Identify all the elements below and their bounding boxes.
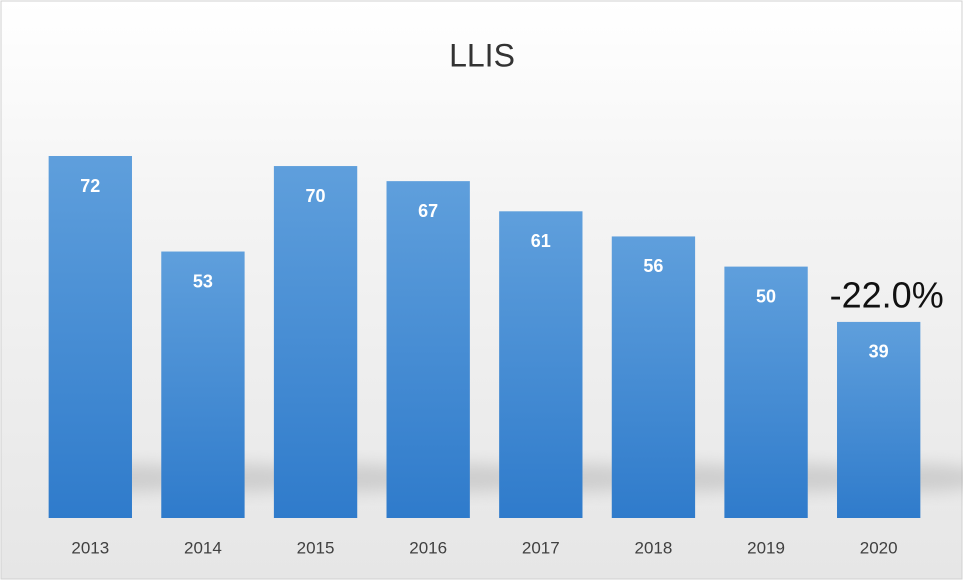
- x-tick-label: 2018: [635, 538, 673, 557]
- x-tick-label: 2014: [184, 538, 222, 557]
- annotation: -22.0%: [830, 274, 944, 315]
- data-label: 39: [869, 342, 889, 362]
- x-tick-label: 2013: [71, 538, 109, 557]
- x-tick-label: 2017: [522, 538, 560, 557]
- bar: [837, 321, 921, 518]
- x-tick-label: 2020: [860, 538, 898, 557]
- data-label: 61: [531, 231, 551, 251]
- chart-title: LLIS: [449, 37, 515, 73]
- bar: [161, 251, 245, 518]
- bar: [499, 211, 583, 519]
- plot-area: 2013 72 2014 53 2015 70 2016 67 2017 61 2018 56 2019…: [48, 156, 963, 557]
- data-label: 70: [306, 186, 326, 206]
- x-tick-label: 2019: [747, 538, 785, 557]
- data-label: 53: [193, 271, 213, 291]
- data-label: 50: [756, 286, 776, 306]
- data-label: 67: [418, 201, 438, 221]
- bar: [724, 266, 808, 518]
- data-label: 72: [80, 176, 100, 196]
- data-label: 56: [643, 256, 663, 276]
- bar: [273, 166, 358, 519]
- x-tick-label: 2016: [409, 538, 447, 557]
- bar: [611, 236, 696, 518]
- x-tick-label: 2015: [297, 538, 335, 557]
- bar: [386, 181, 470, 518]
- bar: [48, 156, 132, 518]
